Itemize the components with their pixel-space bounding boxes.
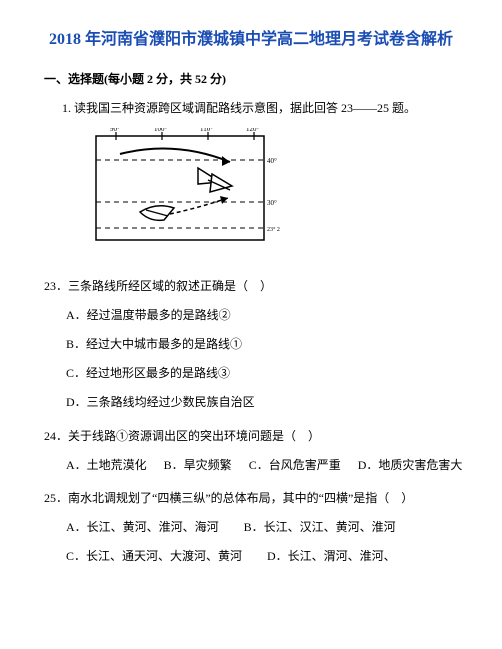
q23-option-c: C．经过地形区最多的是路线③ <box>66 364 458 383</box>
lat-label: 40° <box>267 157 277 165</box>
q23-options: A．经过温度带最多的是路线② B．经过大中城市最多的是路线① C．经过地形区最多… <box>66 306 458 413</box>
lon-label: 120° <box>246 128 260 133</box>
q24-option-b: B．旱灾频繁 <box>164 456 232 475</box>
q23-option-d: D．三条路线均经过少数民族自治区 <box>66 393 458 412</box>
q25-options-row2: C．长江、通天河、大渡河、黄河 D．长江、渭河、淮河、 <box>66 547 458 566</box>
q25-option-a: A．长江、黄河、淮河、海河 <box>66 518 219 537</box>
question-25: 25．南水北调规划了“四横三纵”的总体布局，其中的“四横”是指（ ） <box>44 489 458 508</box>
section-heading: 一、选择题(每小题 2 分，共 52 分) <box>44 70 458 89</box>
question-stem: 1. 读我国三种资源跨区域调配路线示意图，据此回答 23——25 题。 <box>44 99 458 118</box>
q25-option-c: C．长江、通天河、大渡河、黄河 <box>66 547 242 566</box>
lat-label: 30° <box>267 199 277 207</box>
q24-option-d: D．地质灾害危害大 <box>358 456 463 475</box>
q23-option-a: A．经过温度带最多的是路线② <box>66 306 458 325</box>
lon-label: 100° <box>154 128 168 133</box>
question-23: 23．三条路线所经区域的叙述正确是（ ） <box>44 277 458 296</box>
q25-option-b: B．长江、汉江、黄河、淮河 <box>244 518 396 537</box>
lon-label: 90° <box>110 128 120 133</box>
q24-options: A．土地荒漠化 B．旱灾频繁 C．台风危害严重 D．地质灾害危害大 <box>66 456 458 475</box>
q24-option-c: C．台风危害严重 <box>249 456 341 475</box>
question-24: 24．关于线路①资源调出区的突出环境问题是（ ） <box>44 427 458 446</box>
map-figure: 90° 100° 110° 120° 40° 30° 23° 26' <box>80 128 458 262</box>
lon-label: 110° <box>200 128 213 133</box>
q23-option-b: B．经过大中城市最多的是路线① <box>66 335 458 354</box>
q25-option-d: D．长江、渭河、淮河、 <box>267 547 396 566</box>
q25-options-row1: A．长江、黄河、淮河、海河 B．长江、汉江、黄河、淮河 <box>66 518 458 537</box>
q24-option-a: A．土地荒漠化 <box>66 456 147 475</box>
lat-label: 23° 26' <box>267 226 280 233</box>
exam-title: 2018 年河南省濮阳市濮城镇中学高二地理月考试卷含解析 <box>44 28 458 52</box>
